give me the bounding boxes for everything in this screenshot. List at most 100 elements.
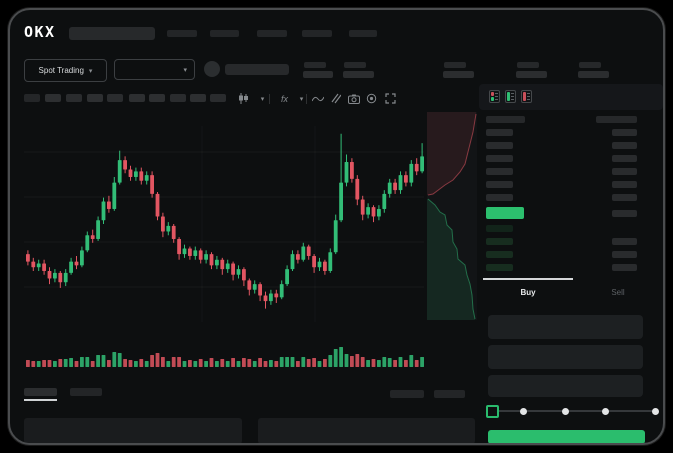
slider-stop[interactable]: [652, 408, 659, 415]
amount-input[interactable]: [488, 345, 643, 369]
orderbook-row[interactable]: [486, 264, 662, 271]
candle-body: [393, 182, 397, 191]
volume-bar: [414, 360, 419, 367]
combined-book-icon[interactable]: [489, 90, 500, 103]
orderbook-row[interactable]: [486, 142, 662, 149]
settings-icon[interactable]: [365, 92, 378, 105]
orderbook-row[interactable]: [486, 168, 662, 175]
volume-bar: [382, 357, 387, 367]
tab-sell[interactable]: Sell: [611, 287, 625, 297]
volume-bar: [285, 357, 289, 367]
nav-item-placeholder[interactable]: [167, 30, 197, 37]
price-input[interactable]: [488, 315, 643, 339]
toolbar-divider: [306, 94, 307, 104]
slider-stop[interactable]: [602, 408, 609, 415]
candle-body: [177, 239, 181, 255]
orderbook-row[interactable]: [486, 238, 662, 245]
orderbook-row[interactable]: [486, 194, 662, 201]
volume-bar: [69, 358, 73, 367]
okx-logo[interactable]: OKX: [24, 23, 56, 41]
timeframe-button[interactable]: [107, 94, 123, 102]
tab-buy[interactable]: Buy: [483, 278, 573, 304]
timeframe-button[interactable]: [87, 94, 103, 102]
search-input[interactable]: [69, 27, 155, 40]
nav-item-placeholder[interactable]: [302, 30, 332, 37]
volume-bar: [31, 361, 36, 367]
fullscreen-icon[interactable]: [384, 92, 397, 105]
candle-body: [382, 193, 387, 209]
volume-bar: [247, 359, 252, 367]
candle-body: [134, 171, 138, 177]
candle-body: [220, 259, 225, 270]
depth-chart[interactable]: [427, 112, 477, 320]
line-chart-icon[interactable]: [311, 92, 324, 105]
nav-item-placeholder[interactable]: [257, 30, 287, 37]
candle-body: [209, 254, 214, 266]
candle-body: [404, 175, 408, 183]
candle-body: [182, 248, 187, 255]
market-type-dropdown[interactable]: Spot Trading ▾: [24, 59, 107, 82]
volume-bar: [296, 361, 300, 367]
volume-bar: [290, 357, 295, 367]
volume-bar: [355, 354, 360, 367]
chevron-down-icon[interactable]: ▾: [299, 95, 304, 103]
candlestick-chart[interactable]: [24, 126, 424, 322]
price-placeholder: [486, 129, 513, 136]
bids-depth-area: [427, 199, 475, 320]
orderbook-row[interactable]: [486, 181, 662, 188]
volume-bar: [328, 355, 333, 367]
candle-body: [414, 163, 419, 172]
volume-bar: [161, 357, 165, 367]
asks-depth-area: [427, 112, 476, 195]
volume-bar: [377, 360, 381, 367]
bottom-action[interactable]: [434, 390, 465, 398]
camera-icon[interactable]: [347, 92, 360, 105]
amount-placeholder: [612, 264, 637, 271]
timeframe-button[interactable]: [24, 94, 40, 102]
timeframe-button[interactable]: [149, 94, 165, 102]
amount-slider-track[interactable]: [491, 410, 657, 412]
timeframe-button[interactable]: [129, 94, 145, 102]
orderbook-row[interactable]: [486, 155, 662, 162]
bottom-tab[interactable]: [70, 388, 102, 396]
nav-item-placeholder[interactable]: [210, 30, 239, 37]
orderbook-row[interactable]: [486, 225, 662, 232]
timeframe-button[interactable]: [66, 94, 82, 102]
volume-bar: [128, 360, 133, 367]
candle-body: [225, 263, 230, 270]
sell-book-icon[interactable]: [521, 90, 532, 103]
timeframe-button[interactable]: [170, 94, 186, 102]
buy-submit-button[interactable]: [488, 430, 645, 443]
slider-handle[interactable]: [486, 405, 499, 418]
nav-item-placeholder[interactable]: [349, 30, 377, 37]
ticker-stat-label: [444, 62, 466, 68]
volume-bar: [204, 361, 208, 367]
last-price-bar[interactable]: [486, 207, 524, 219]
volume-bar: [155, 353, 160, 367]
timeframe-button[interactable]: [45, 94, 61, 102]
orderbook-row[interactable]: [486, 129, 662, 136]
candle-body: [31, 261, 36, 268]
candle-body: [85, 235, 90, 251]
amount-placeholder: [612, 129, 637, 136]
bottom-action[interactable]: [390, 390, 424, 398]
orderbook-row[interactable]: [486, 251, 662, 258]
candle-body: [144, 175, 149, 181]
volume-bar: [80, 357, 84, 367]
candle-body: [296, 254, 300, 260]
slider-stop[interactable]: [562, 408, 569, 415]
candle-body: [301, 246, 306, 260]
candle-body: [188, 248, 192, 256]
candlestick-icon[interactable]: [237, 92, 250, 105]
candle-body: [204, 254, 208, 260]
indicators-icon[interactable]: fx: [280, 93, 288, 104]
timeframe-button[interactable]: [210, 94, 226, 102]
pair-select-dropdown[interactable]: ▾: [114, 59, 195, 80]
slider-stop[interactable]: [520, 408, 527, 415]
compare-icon[interactable]: [329, 92, 342, 105]
timeframe-button[interactable]: [190, 94, 206, 102]
buy-book-icon[interactable]: [505, 90, 516, 103]
total-input[interactable]: [488, 375, 643, 397]
chevron-down-icon[interactable]: ▾: [260, 95, 265, 103]
bottom-tab-active[interactable]: [24, 388, 57, 396]
